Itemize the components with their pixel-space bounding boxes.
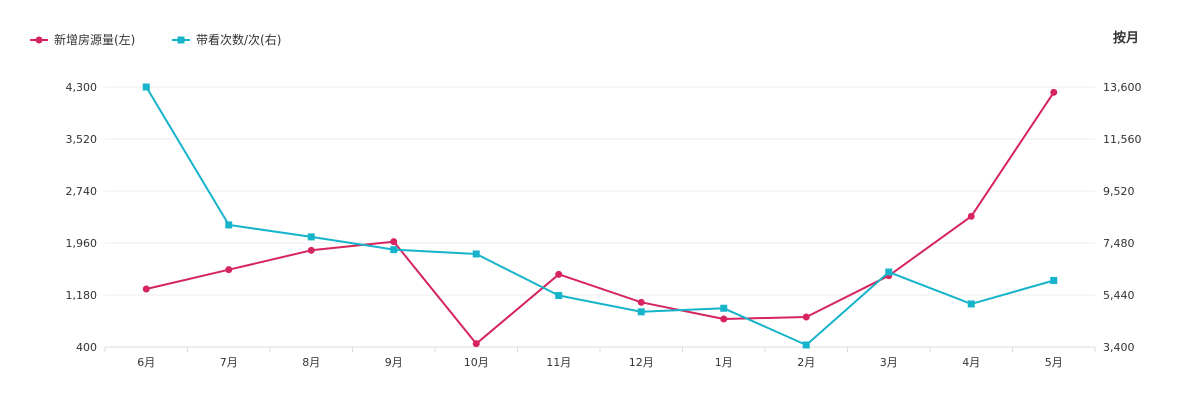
x-tick-label: 10月 (464, 356, 489, 369)
x-tick-label: 6月 (137, 356, 155, 369)
left-tick-label: 2,740 (66, 185, 98, 198)
legend[interactable]: 新增房源量(左) 带看次数/次(右) (30, 32, 281, 47)
series-2-point[interactable] (142, 83, 150, 91)
series-1-point[interactable] (967, 212, 975, 220)
right-tick-label: 3,400 (1103, 341, 1135, 354)
series-1-point[interactable] (802, 313, 810, 321)
x-tick-label: 8月 (302, 356, 320, 369)
legend-item-series-1[interactable]: 新增房源量(左) (30, 32, 135, 47)
right-tick-label: 5,440 (1103, 289, 1135, 302)
series-1-point[interactable] (390, 238, 398, 246)
legend-series-2-marker (177, 36, 185, 44)
legend-series-1-marker (35, 36, 43, 44)
series-1-line (146, 91, 1055, 345)
series-2-point[interactable] (225, 221, 233, 229)
series-2-point[interactable] (390, 246, 398, 254)
legend-item-series-2[interactable]: 带看次数/次(右) (172, 32, 281, 47)
x-tick-label: 2月 (797, 356, 815, 369)
left-y-axis: 400 1,180 1,960 2,740 3,520 4,300 (66, 81, 98, 354)
series-2-point[interactable] (637, 308, 645, 316)
series-2-point[interactable] (885, 268, 893, 276)
series-2-point[interactable] (555, 292, 563, 300)
x-tick-label: 1月 (715, 356, 733, 369)
left-tick-label: 400 (76, 341, 97, 354)
right-tick-label: 13,600 (1103, 81, 1142, 94)
series-1-point[interactable] (720, 315, 728, 323)
right-tick-label: 7,480 (1103, 237, 1135, 250)
x-tick-label: 3月 (880, 356, 898, 369)
series-1-point[interactable] (637, 298, 645, 306)
series (142, 83, 1058, 349)
period-label[interactable]: 按月 (1113, 30, 1139, 46)
right-tick-label: 11,560 (1103, 133, 1142, 146)
series-2-point[interactable] (802, 341, 810, 349)
x-tick-label: 12月 (629, 356, 654, 369)
left-tick-label: 1,180 (66, 289, 98, 302)
series-2-point[interactable] (720, 304, 728, 312)
x-tick-label: 9月 (385, 356, 403, 369)
series-1-point[interactable] (142, 285, 150, 293)
x-tick-label: 5月 (1045, 356, 1063, 369)
series-2-point[interactable] (1050, 276, 1058, 284)
x-axis-labels: 6月 7月 8月 9月 10月 11月 12月 1月 2月 3月 4月 5月 (137, 356, 1063, 369)
series-1-point[interactable] (555, 270, 563, 278)
series-1-point[interactable] (225, 266, 233, 274)
x-tick-label: 11月 (546, 356, 571, 369)
right-tick-label: 9,520 (1103, 185, 1135, 198)
left-tick-label: 3,520 (66, 133, 98, 146)
series-2-line (145, 86, 1055, 346)
legend-series-2-label: 带看次数/次(右) (196, 32, 281, 47)
series-1-point[interactable] (1050, 88, 1058, 96)
grid-lines (105, 86, 1095, 296)
left-tick-label: 4,300 (66, 81, 98, 94)
right-y-axis: 3,400 5,440 7,480 9,520 11,560 13,600 (1103, 81, 1142, 354)
series-2-point[interactable] (472, 250, 480, 258)
legend-series-1-label: 新增房源量(左) (54, 32, 135, 47)
x-tick-label: 7月 (220, 356, 238, 369)
series-1-point[interactable] (307, 246, 315, 254)
series-2-point[interactable] (307, 233, 315, 241)
series-2-point[interactable] (967, 300, 975, 308)
left-tick-label: 1,960 (66, 237, 98, 250)
x-axis (104, 346, 1096, 352)
series-1-point[interactable] (472, 340, 480, 348)
x-tick-label: 4月 (962, 356, 980, 369)
